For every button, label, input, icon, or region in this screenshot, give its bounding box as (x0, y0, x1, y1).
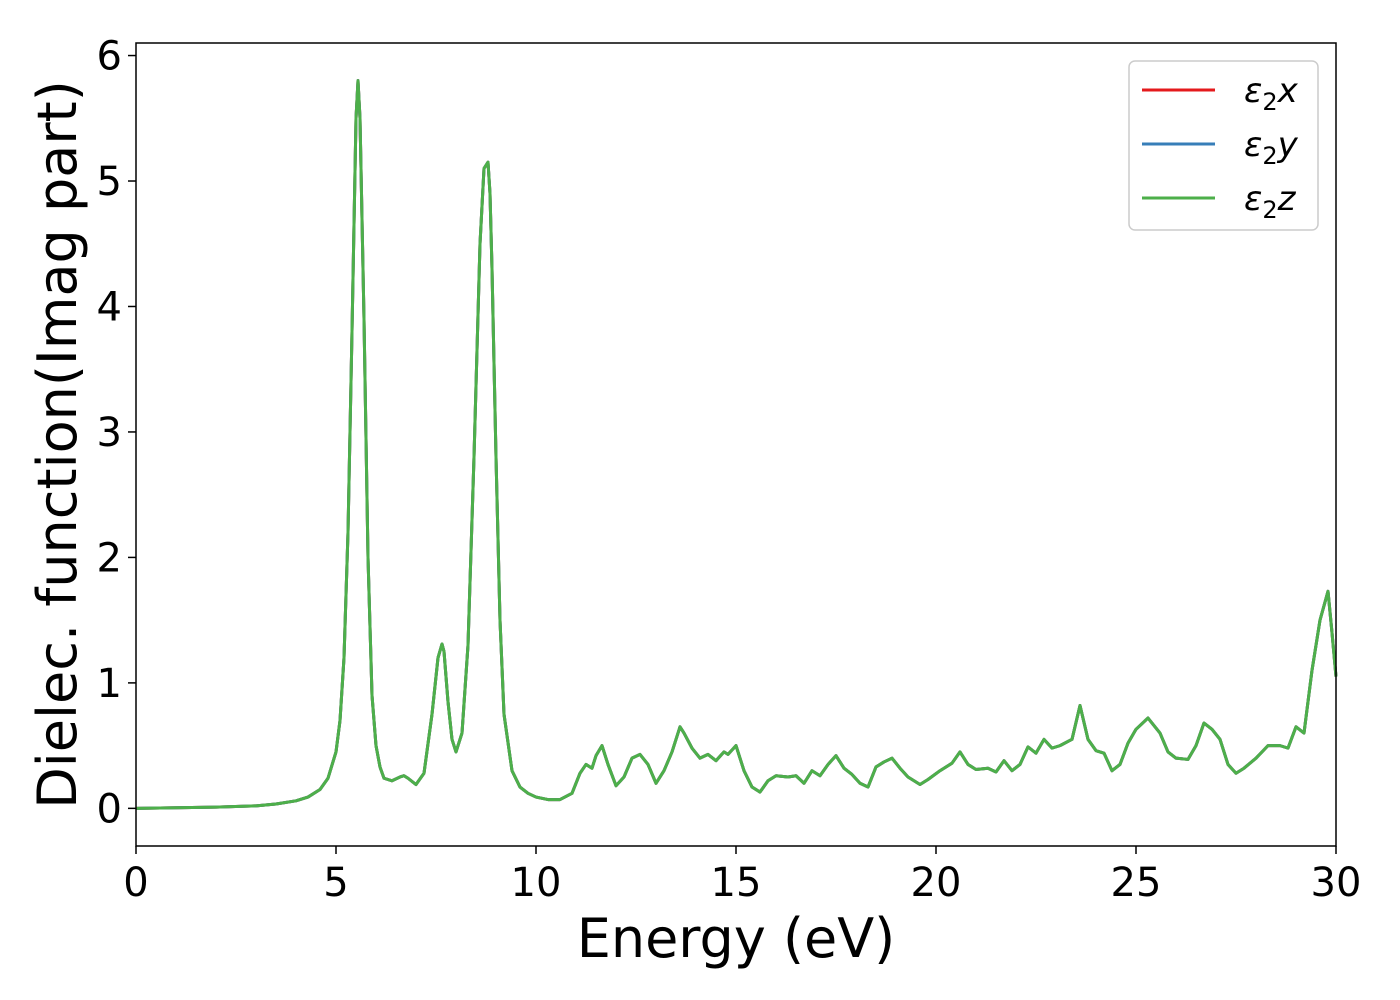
y-tick-label-2: 2 (97, 535, 122, 581)
x-tick-label-2: 10 (511, 860, 562, 906)
legend: ε2x ε2y ε2z (1128, 60, 1319, 231)
series-line-2 (135, 79, 1338, 810)
y-axis: 0 1 2 3 4 5 6 (97, 34, 136, 832)
y-tick-label-5: 5 (97, 159, 122, 205)
x-axis-label: Energy (eV) (577, 907, 896, 970)
legend-label-0: ε2x (1244, 71, 1299, 116)
legend-box (1128, 60, 1319, 231)
x-tick-label-6: 30 (1311, 860, 1362, 906)
legend-label-1: ε2y (1244, 125, 1299, 170)
y-tick-label-1: 1 (97, 661, 122, 707)
x-tick-label-1: 5 (323, 860, 348, 906)
x-tick-label-4: 20 (911, 860, 962, 906)
y-axis-label: Dielec. function(Imag part) (26, 80, 89, 809)
x-axis: 0 5 10 15 20 25 30 (123, 846, 1361, 906)
legend-label-2: ε2z (1244, 179, 1297, 224)
x-tick-label-0: 0 (123, 860, 148, 906)
y-tick-label-0: 0 (97, 786, 122, 832)
y-tick-label-4: 4 (97, 284, 122, 330)
series-layer (135, 79, 1338, 810)
x-tick-label-5: 25 (1111, 860, 1162, 906)
y-tick-label-3: 3 (97, 410, 122, 456)
y-tick-label-6: 6 (97, 34, 122, 80)
x-tick-label-3: 15 (711, 860, 762, 906)
